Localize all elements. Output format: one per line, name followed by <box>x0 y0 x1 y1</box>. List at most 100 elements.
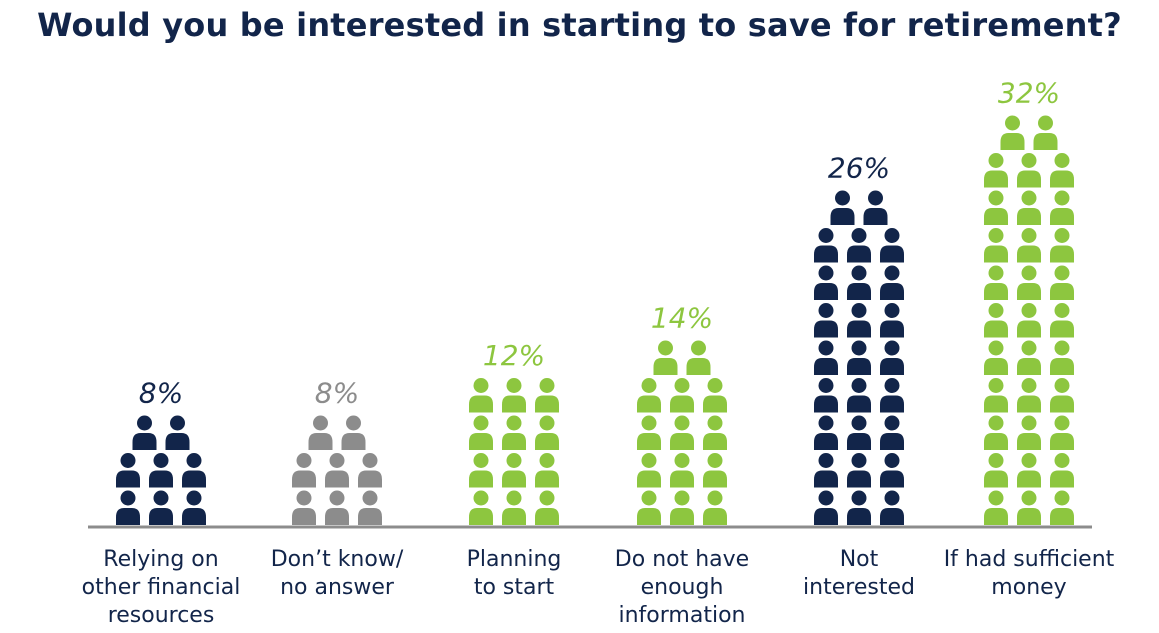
person-icon <box>847 490 871 525</box>
person-icon <box>830 190 855 225</box>
person-icon <box>1017 453 1041 488</box>
person-icon <box>814 453 838 488</box>
person-icon <box>1050 340 1074 375</box>
person-icon <box>182 490 206 525</box>
person-icon <box>469 415 493 450</box>
person-icon <box>1017 378 1041 413</box>
category-label: Don’t know/no answer <box>271 547 404 600</box>
person-icon <box>502 453 526 488</box>
person-icon <box>984 453 1008 488</box>
person-icon <box>814 303 838 338</box>
chart-title: Would you be interested in starting to s… <box>37 6 1122 44</box>
person-icon <box>1017 190 1041 225</box>
person-icon <box>703 453 727 488</box>
person-icon <box>469 378 493 413</box>
person-icon <box>535 453 559 488</box>
person-icon <box>1050 190 1074 225</box>
person-icon <box>847 340 871 375</box>
person-icon <box>1050 378 1074 413</box>
person-icon <box>1017 265 1041 300</box>
person-icon <box>469 490 493 525</box>
person-icon <box>1050 153 1074 188</box>
person-icon <box>880 378 904 413</box>
bars-layer <box>116 115 1074 525</box>
person-icon <box>1017 228 1041 263</box>
person-icon <box>984 265 1008 300</box>
person-icon <box>847 415 871 450</box>
person-icon <box>1050 415 1074 450</box>
person-icon <box>469 453 493 488</box>
person-icon <box>847 265 871 300</box>
value-label: 8% <box>315 377 359 410</box>
person-icon <box>502 378 526 413</box>
person-icon <box>880 453 904 488</box>
category-label: If had sufficient money <box>944 547 1115 600</box>
person-icon <box>653 340 678 375</box>
person-icon <box>686 340 711 375</box>
person-icon <box>1050 490 1074 525</box>
value-label: 32% <box>998 77 1060 110</box>
person-icon <box>880 228 904 263</box>
person-icon <box>637 453 661 488</box>
person-icon <box>1017 490 1041 525</box>
value-label: 12% <box>483 339 545 372</box>
person-icon <box>1050 228 1074 263</box>
person-icon <box>341 415 366 450</box>
person-icon <box>880 415 904 450</box>
person-icon <box>984 303 1008 338</box>
person-icon <box>1017 153 1041 188</box>
bar-6 <box>984 115 1074 525</box>
person-icon <box>358 490 382 525</box>
person-icon <box>535 490 559 525</box>
person-icon <box>637 490 661 525</box>
category-label: Do not have enough information <box>615 547 749 628</box>
category-label: Not interested <box>803 547 915 600</box>
person-icon <box>325 453 349 488</box>
person-icon <box>847 453 871 488</box>
bar-2 <box>292 415 382 525</box>
person-icon <box>1017 340 1041 375</box>
person-icon <box>1033 115 1058 150</box>
person-icon <box>984 490 1008 525</box>
person-icon <box>637 378 661 413</box>
person-icon <box>308 415 333 450</box>
person-icon <box>149 490 173 525</box>
person-icon <box>814 490 838 525</box>
person-icon <box>1000 115 1025 150</box>
person-icon <box>535 415 559 450</box>
person-icon <box>1050 303 1074 338</box>
person-icon <box>984 340 1008 375</box>
person-icon <box>132 415 157 450</box>
person-icon <box>1050 265 1074 300</box>
person-icon <box>116 453 140 488</box>
person-icon <box>637 415 661 450</box>
person-icon <box>703 490 727 525</box>
person-icon <box>984 153 1008 188</box>
person-icon <box>880 303 904 338</box>
person-icon <box>358 453 382 488</box>
person-icon <box>814 340 838 375</box>
person-icon <box>1050 453 1074 488</box>
person-icon <box>847 228 871 263</box>
person-icon <box>670 378 694 413</box>
person-icon <box>1017 415 1041 450</box>
person-icon <box>1017 303 1041 338</box>
person-icon <box>863 190 888 225</box>
person-icon <box>670 490 694 525</box>
bar-3 <box>469 378 559 525</box>
person-icon <box>149 453 173 488</box>
person-icon <box>535 378 559 413</box>
person-icon <box>703 415 727 450</box>
value-label: 26% <box>828 152 890 185</box>
person-icon <box>847 303 871 338</box>
person-icon <box>182 453 206 488</box>
person-icon <box>670 453 694 488</box>
person-icon <box>116 490 140 525</box>
value-label: 8% <box>139 377 183 410</box>
person-icon <box>703 378 727 413</box>
person-icon <box>502 415 526 450</box>
person-icon <box>814 228 838 263</box>
value-label: 14% <box>651 302 713 335</box>
person-icon <box>847 378 871 413</box>
